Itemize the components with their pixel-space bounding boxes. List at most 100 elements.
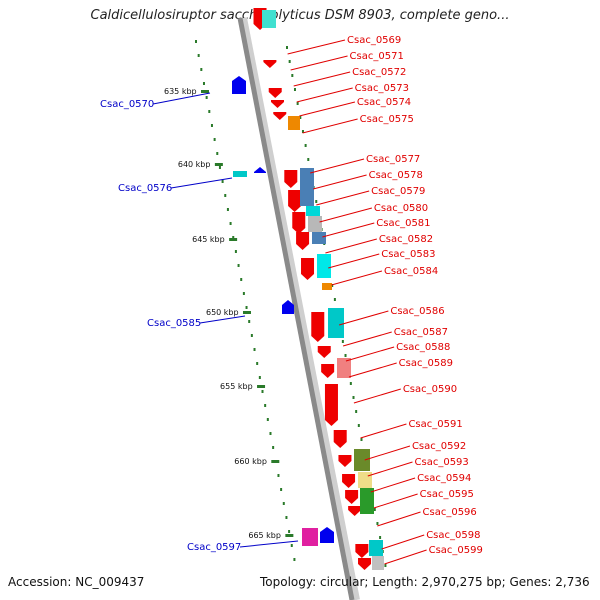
forward-gene-arrow — [301, 258, 315, 280]
label-leader — [325, 238, 377, 254]
forward-gene-arrow — [284, 170, 298, 188]
forward-gene-arrow — [288, 190, 302, 212]
tick-dot — [360, 438, 363, 441]
gene-label: Csac_0584 — [384, 266, 438, 277]
label-leader — [287, 39, 346, 55]
tick-dot — [286, 46, 288, 49]
tick-dot — [264, 404, 267, 407]
label-leader — [296, 87, 353, 103]
forward-gene-arrow — [263, 60, 277, 68]
gene-label: Csac_0570 — [100, 99, 154, 110]
gene-label: Csac_0572 — [352, 67, 406, 78]
tick-dot — [272, 446, 275, 449]
gene-domain-block — [360, 488, 374, 514]
tick-dot — [208, 110, 211, 113]
label-leader — [331, 270, 383, 286]
tick-dot — [288, 530, 291, 533]
forward-gene-arrow — [321, 364, 335, 378]
tick-dot — [299, 116, 302, 119]
kbp-label: 655 kbp — [220, 382, 253, 391]
tick-dot — [221, 180, 224, 183]
reverse-gene-arrow — [320, 527, 334, 543]
tick-dot — [269, 432, 272, 435]
tick-dot — [288, 60, 291, 63]
forward-gene-arrow — [324, 384, 338, 426]
tick-dot — [250, 334, 253, 337]
gene-domain-block — [306, 206, 320, 216]
label-leader — [239, 540, 299, 548]
forward-gene-arrow — [296, 232, 310, 250]
gene-domain-block — [300, 168, 314, 206]
tick-dot — [355, 410, 358, 413]
label-leader — [342, 331, 392, 347]
label-leader — [170, 177, 233, 189]
tick-dot — [213, 138, 216, 141]
gene-label: Csac_0593 — [415, 457, 469, 468]
label-leader — [360, 423, 407, 439]
gene-domain-block — [337, 358, 351, 378]
gene-domain-block — [358, 472, 372, 488]
tick-dot — [344, 354, 347, 357]
map-title: Caldicellulosiruptor saccharolyticus DSM… — [90, 8, 510, 23]
reverse-genes — [232, 76, 334, 543]
gene-label: Csac_0569 — [347, 35, 401, 46]
forward-gene-arrow — [345, 490, 359, 504]
gene-label: Csac_0594 — [417, 473, 471, 484]
forward-gene-arrow — [338, 455, 352, 467]
forward-gene-arrow — [342, 474, 356, 488]
gene-domain-block — [308, 216, 322, 232]
tick-dot — [357, 424, 360, 427]
label-leader — [310, 158, 365, 174]
tick-dot — [352, 396, 355, 399]
tick-dot — [240, 278, 243, 281]
gene-label: Csac_0579 — [371, 186, 425, 197]
gene-domain-block — [302, 528, 318, 546]
gene-label: Csac_0589 — [399, 358, 453, 369]
label-leader — [152, 92, 211, 105]
tick-dot — [242, 292, 245, 295]
gene-label: Csac_0586 — [390, 306, 444, 317]
tick-dot — [232, 236, 235, 239]
gene-label: Csac_0575 — [360, 114, 414, 125]
right-gene-labels: Csac_0569 Csac_0571 Csac_0572 Csac_0573 Csac… — [287, 35, 483, 565]
kbp-tick — [201, 90, 209, 93]
kbp-tick — [229, 238, 238, 241]
gene-label: Csac_0578 — [369, 170, 423, 181]
label-leader — [319, 207, 373, 223]
gene-label: Csac_0597 — [187, 542, 241, 553]
label-leader — [199, 315, 246, 324]
gene-domain-block — [328, 308, 344, 338]
gene-label: Csac_0598 — [426, 530, 480, 541]
backbone-shadow — [239, 17, 360, 600]
kbp-label: 640 kbp — [178, 160, 211, 169]
left-gene-labels: Csac_0570 Csac_0576 Csac_0585 Csac_0597 — [100, 92, 299, 553]
gene-domain-block — [322, 283, 332, 290]
reverse-gene-arrow — [282, 300, 294, 314]
forward-gene-arrow — [355, 544, 369, 558]
gene-domain-block — [312, 232, 326, 244]
gene-domain-block — [369, 540, 383, 556]
kbp-tick — [271, 460, 280, 463]
label-leader — [381, 534, 425, 550]
tick-dot — [224, 194, 227, 197]
tick-dot — [341, 340, 344, 343]
gene-domain-block — [372, 556, 384, 570]
kbp-label: 650 kbp — [206, 308, 239, 317]
forward-gene-arrow — [292, 212, 306, 234]
gene-domain-block — [288, 116, 300, 130]
tick-dot — [261, 390, 264, 393]
gene-domain-block — [233, 171, 247, 177]
tick-dot — [245, 306, 248, 309]
forward-gene-arrow — [311, 312, 325, 342]
label-leader — [353, 388, 401, 404]
tick-dot — [195, 40, 197, 43]
tick-dot — [293, 558, 296, 561]
tick-dot — [379, 536, 382, 539]
gene-label: Csac_0588 — [396, 342, 450, 353]
tick-dot — [237, 264, 240, 267]
gene-label: Csac_0590 — [403, 384, 457, 395]
label-leader — [348, 362, 397, 378]
gene-domain-block — [317, 254, 331, 278]
label-leader — [364, 445, 411, 461]
gene-label: Csac_0596 — [423, 507, 477, 518]
